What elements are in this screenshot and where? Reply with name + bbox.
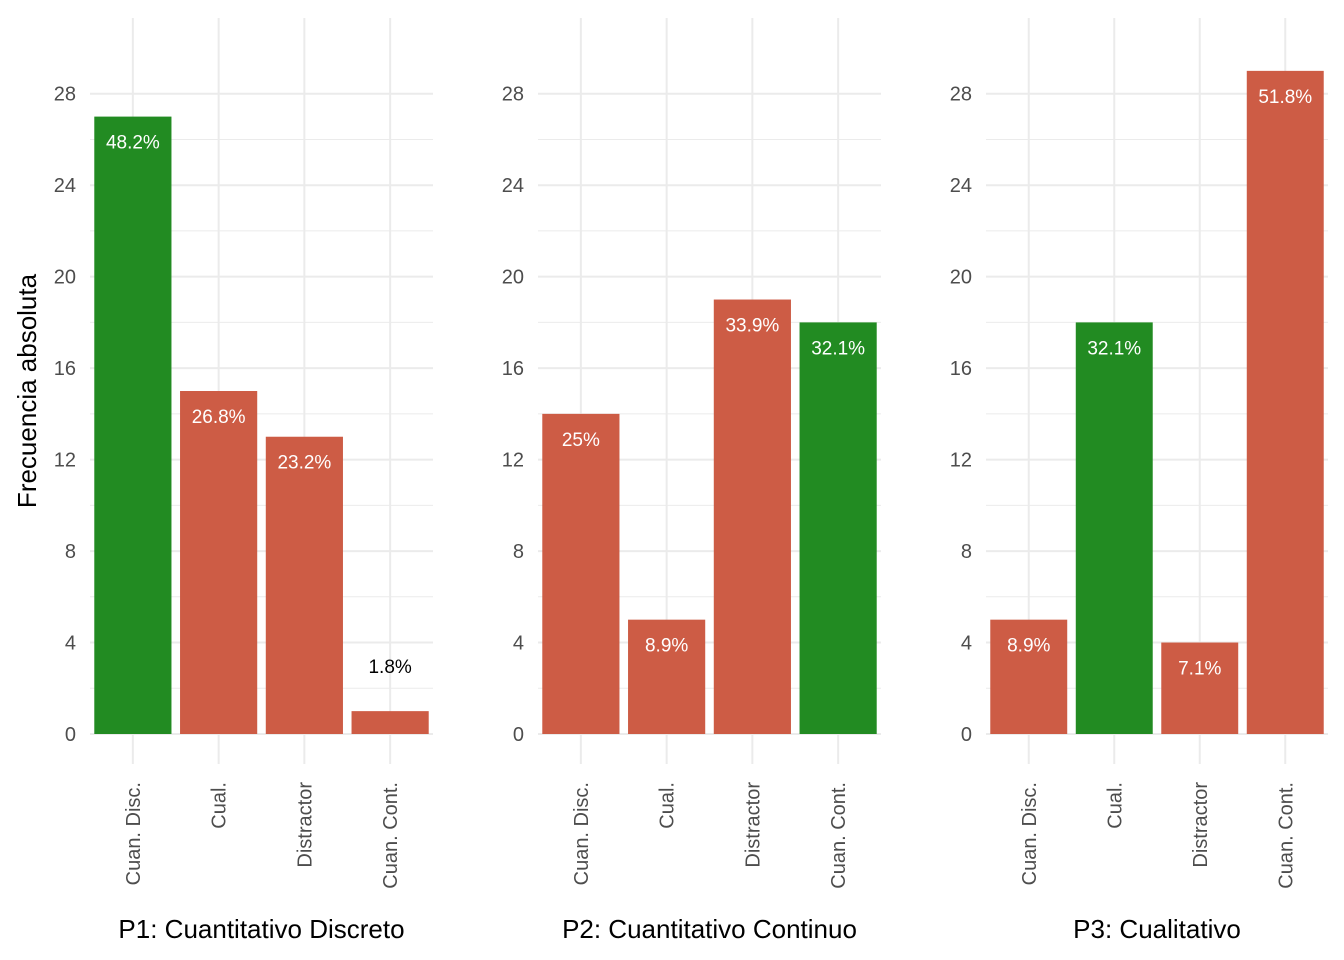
y-tick-label: 16 <box>950 358 972 380</box>
bar-value-label: 32.1% <box>1087 338 1141 359</box>
y-tick-label: 8 <box>513 541 524 563</box>
bar <box>180 391 258 734</box>
y-tick-label: 16 <box>54 358 76 380</box>
bar <box>1246 70 1324 734</box>
bar <box>799 322 877 734</box>
y-tick-label: 28 <box>950 84 972 106</box>
y-tick-label: 20 <box>950 267 972 289</box>
bar-value-label: 8.9% <box>645 636 688 657</box>
x-tick-label: Cuan. Disc. <box>1019 782 1041 885</box>
bar <box>1075 322 1153 734</box>
bar-value-label: 51.8% <box>1258 87 1312 108</box>
y-tick-label: 4 <box>65 633 76 655</box>
bar-value-label: 1.8% <box>368 657 411 678</box>
y-axis-title: Frecuencia absoluta <box>12 273 42 508</box>
bar-value-label: 7.1% <box>1178 659 1221 680</box>
y-tick-label: 0 <box>513 724 524 746</box>
bar-value-label: 26.8% <box>192 407 246 428</box>
x-tick-label: Cuan. Disc. <box>123 782 145 885</box>
x-axis-title: P1: Cuantitativo Discreto <box>118 914 404 944</box>
x-axis-title: P3: Cualitativo <box>1073 914 1241 944</box>
x-tick-label: Distractor <box>742 782 764 868</box>
y-tick-label: 28 <box>502 84 524 106</box>
x-tick-label: Distractor <box>294 782 316 868</box>
y-tick-label: 24 <box>54 175 76 197</box>
x-tick-label: Distractor <box>1190 782 1212 868</box>
bar <box>351 711 429 734</box>
bar <box>990 619 1068 734</box>
bar-value-label: 32.1% <box>811 338 865 359</box>
bar-value-label: 33.9% <box>725 316 779 337</box>
y-tick-label: 8 <box>961 541 972 563</box>
bar-value-label: 23.2% <box>277 453 331 474</box>
x-tick-label: Cual. <box>657 782 679 829</box>
bar <box>94 116 172 735</box>
y-tick-label: 0 <box>65 724 76 746</box>
bar <box>713 299 791 734</box>
y-tick-label: 8 <box>65 541 76 563</box>
bar-value-label: 48.2% <box>106 133 160 154</box>
bar-value-label: 25% <box>562 430 600 451</box>
y-tick-label: 28 <box>54 84 76 106</box>
x-tick-label: Cuan. Cont. <box>380 782 402 889</box>
x-tick-label: Cual. <box>209 782 231 829</box>
x-tick-label: Cuan. Cont. <box>1275 782 1297 889</box>
bar <box>265 436 343 734</box>
y-tick-label: 20 <box>502 267 524 289</box>
y-tick-label: 12 <box>502 450 524 472</box>
bar-value-label: 8.9% <box>1007 636 1050 657</box>
bar <box>628 619 706 734</box>
y-tick-label: 16 <box>502 358 524 380</box>
x-tick-label: Cuan. Disc. <box>571 782 593 885</box>
y-tick-label: 4 <box>513 633 524 655</box>
y-tick-label: 20 <box>54 267 76 289</box>
x-tick-label: Cuan. Cont. <box>828 782 850 889</box>
y-tick-label: 24 <box>502 175 524 197</box>
y-tick-label: 0 <box>961 724 972 746</box>
bar <box>542 413 620 734</box>
x-axis-title: P2: Cuantitativo Continuo <box>562 914 857 944</box>
y-tick-label: 12 <box>950 450 972 472</box>
y-tick-label: 24 <box>950 175 972 197</box>
x-tick-label: Cual. <box>1104 782 1126 829</box>
y-tick-label: 4 <box>961 633 972 655</box>
bar <box>1161 642 1239 734</box>
y-tick-label: 12 <box>54 450 76 472</box>
